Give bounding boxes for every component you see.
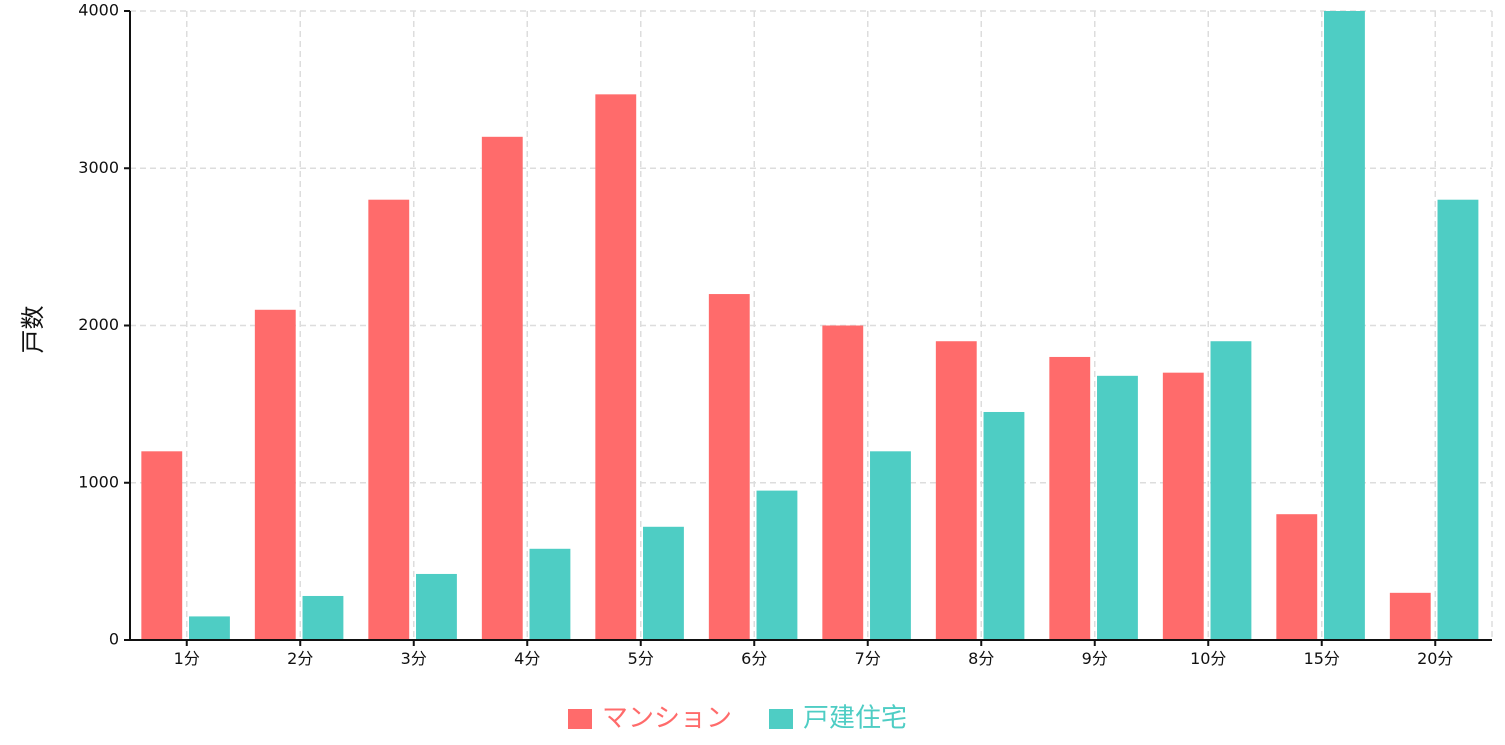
bar-mansion — [141, 451, 183, 640]
legend-label-detached-house: 戸建住宅 — [803, 704, 907, 734]
x-tick-label: 6分 — [741, 649, 767, 668]
bar-detached-house — [870, 451, 911, 640]
y-tick-label: 3000 — [78, 158, 119, 177]
x-tick-label: 20分 — [1417, 649, 1453, 668]
x-tick-label: 4分 — [514, 649, 540, 668]
x-tick-label: 10分 — [1190, 649, 1226, 668]
y-tick-label: 1000 — [78, 472, 119, 491]
y-axis-title: 戸数 — [19, 306, 47, 354]
x-tick-label: 7分 — [855, 649, 881, 668]
bar-mansion — [822, 325, 864, 640]
bar-mansion — [708, 294, 750, 640]
bar-detached-house — [756, 490, 798, 640]
bar-mansion — [595, 94, 637, 640]
y-tick-label: 4000 — [78, 1, 119, 20]
x-tick-label: 1分 — [174, 649, 200, 668]
bar-detached-house — [1437, 199, 1479, 640]
bar-mansion — [935, 341, 977, 640]
bar-mansion — [1162, 372, 1204, 640]
bar-detached-house — [189, 616, 230, 640]
axes: 0 1000 2000 3000 4000 1分 2分 3分 4分 5分 6分 7分 8分 9分 10分 15… — [19, 1, 1492, 668]
x-tick-label: 9分 — [1082, 649, 1108, 668]
bar-mansion — [1389, 592, 1431, 640]
x-tick-label: 3分 — [401, 649, 427, 668]
grid-lines — [130, 10, 1493, 641]
bar-detached-house — [302, 595, 344, 640]
bars — [141, 11, 1479, 641]
legend-label-mansion: マンション — [602, 704, 732, 734]
x-tick-label: 15分 — [1304, 649, 1340, 668]
y-tick-label: 2000 — [78, 315, 119, 334]
bar-detached-house — [416, 573, 457, 640]
bar-detached-house — [529, 548, 571, 640]
bar-mansion — [1049, 356, 1091, 640]
x-tick-label: 8分 — [968, 649, 994, 668]
bar-detached-house — [1324, 11, 1365, 640]
x-tick-label: 2分 — [287, 649, 313, 668]
x-tick-label: 5分 — [628, 649, 654, 668]
bar-mansion — [368, 199, 410, 640]
legend-swatch-detached-house — [769, 709, 793, 729]
bar-mansion — [1276, 514, 1318, 640]
bar-mansion — [481, 136, 523, 641]
bar-mansion — [254, 309, 296, 640]
bar-detached-house — [1097, 375, 1138, 640]
bar-detached-house — [643, 526, 684, 640]
y-tick-label: 0 — [109, 630, 119, 649]
legend: マンション 戸建住宅 — [568, 704, 907, 734]
bar-detached-house — [1210, 341, 1252, 640]
bar-detached-house — [983, 411, 1025, 640]
legend-swatch-mansion — [568, 709, 592, 729]
